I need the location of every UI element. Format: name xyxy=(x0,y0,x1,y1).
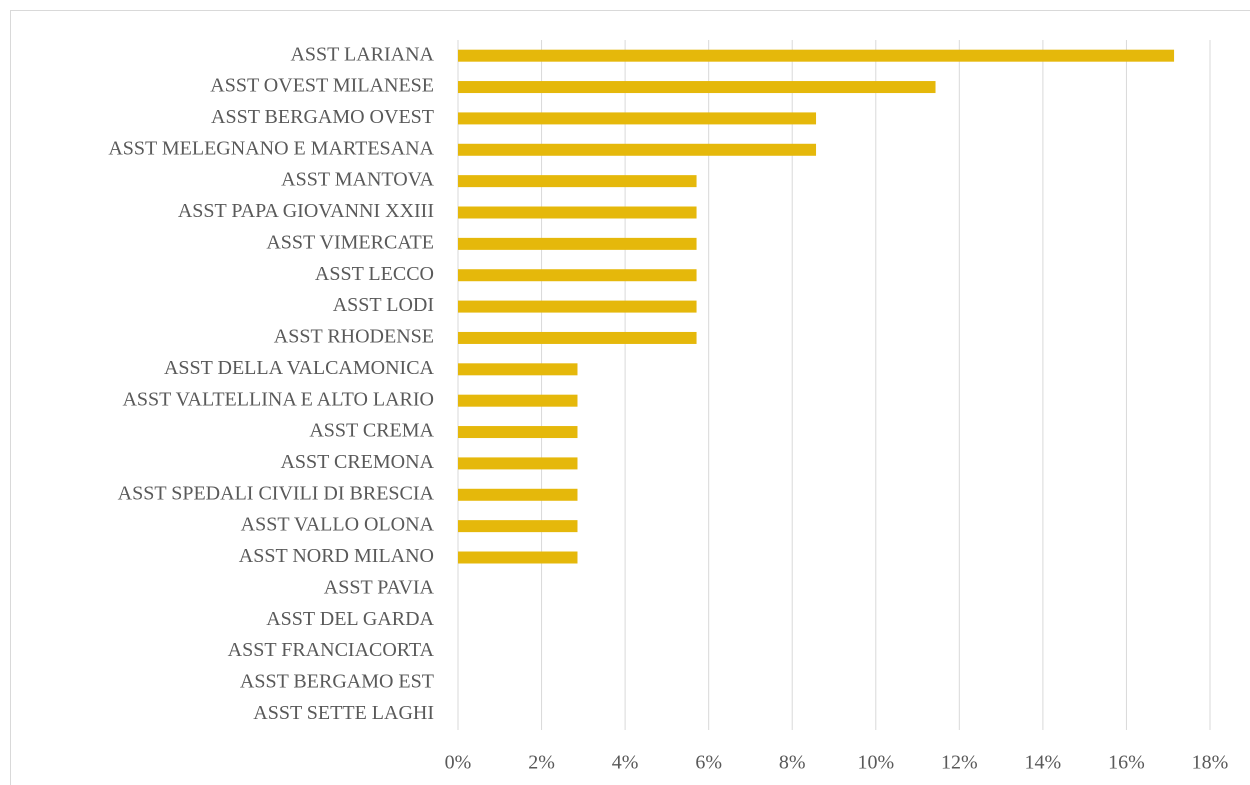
y-tick-label: ASST FRANCIACORTA xyxy=(228,639,435,661)
y-tick-label: ASST PAVIA xyxy=(324,576,435,598)
bar xyxy=(458,551,578,564)
bar xyxy=(458,206,697,219)
y-tick-label: ASST CREMONA xyxy=(280,451,434,473)
x-tick-label: 14% xyxy=(1025,752,1062,774)
y-tick-label: ASST LECCO xyxy=(315,263,434,285)
chart-border xyxy=(10,10,1250,785)
bar xyxy=(458,81,936,94)
bar xyxy=(458,49,1175,62)
y-tick-label: ASST SETTE LAGHI xyxy=(253,702,434,724)
x-tick-label: 18% xyxy=(1192,752,1229,774)
y-tick-label: ASST NORD MILANO xyxy=(239,545,434,567)
y-tick-label: ASST RHODENSE xyxy=(274,326,434,348)
y-tick-label: ASST VALLO OLONA xyxy=(241,514,435,536)
y-tick-label: ASST VALTELLINA E ALTO LARIO xyxy=(122,388,434,410)
x-tick-label: 16% xyxy=(1108,752,1145,774)
y-tick-label: ASST DELLA VALCAMONICA xyxy=(164,357,435,379)
bar xyxy=(458,112,817,125)
x-tick-label: 8% xyxy=(779,752,806,774)
y-tick-label: ASST SPEDALI CIVILI DI BRESCIA xyxy=(118,482,435,504)
bar xyxy=(458,426,578,439)
y-tick-label: ASST DEL GARDA xyxy=(266,608,434,630)
x-tick-label: 6% xyxy=(695,752,722,774)
y-tick-label: ASST PAPA GIOVANNI XXIII xyxy=(178,200,434,222)
y-tick-label: ASST LARIANA xyxy=(290,43,434,65)
x-tick-label: 0% xyxy=(445,752,472,774)
bar xyxy=(458,457,578,470)
y-tick-label: ASST BERGAMO EST xyxy=(240,671,434,693)
bar xyxy=(458,269,697,282)
bar xyxy=(458,300,697,313)
bar xyxy=(458,237,697,250)
x-tick-label: 12% xyxy=(941,752,978,774)
x-tick-label: 10% xyxy=(857,752,894,774)
y-tick-label: ASST MANTOVA xyxy=(281,169,434,191)
bar xyxy=(458,331,697,344)
y-tick-label: ASST CREMA xyxy=(309,420,434,442)
bar xyxy=(458,520,578,533)
x-tick-label: 2% xyxy=(528,752,555,774)
y-tick-label: ASST LODI xyxy=(333,294,434,316)
y-tick-label: ASST VIMERCATE xyxy=(266,231,434,253)
bar xyxy=(458,143,817,156)
bar xyxy=(458,394,578,407)
bar xyxy=(458,175,697,188)
x-tick-label: 4% xyxy=(612,752,639,774)
y-tick-label: ASST OVEST MILANESE xyxy=(210,75,434,97)
bar xyxy=(458,488,578,501)
y-tick-label: ASST MELEGNANO E MARTESANA xyxy=(108,137,434,159)
bar xyxy=(458,363,578,376)
y-tick-label: ASST BERGAMO OVEST xyxy=(211,106,434,128)
